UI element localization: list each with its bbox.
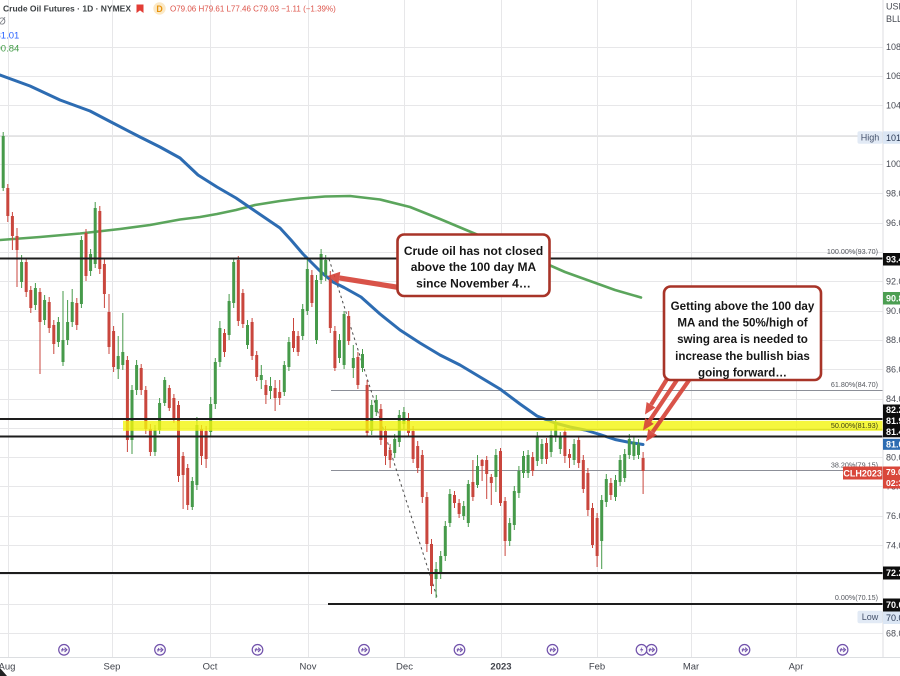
svg-text:106.00: 106.00 xyxy=(886,71,900,81)
svg-text:High: High xyxy=(861,133,880,143)
svg-text:86.00: 86.00 xyxy=(886,364,900,374)
svg-text:74.00: 74.00 xyxy=(886,540,900,550)
svg-text:68.00: 68.00 xyxy=(886,628,900,638)
svg-text:BLL: BLL xyxy=(886,14,900,24)
svg-text:90.00: 90.00 xyxy=(886,306,900,316)
svg-text:USD: USD xyxy=(886,2,900,12)
svg-text:Getting above the 100 day: Getting above the 100 day xyxy=(671,300,815,313)
svg-text:MA and the 50%/high of: MA and the 50%/high of xyxy=(677,317,807,330)
svg-text:CLH2023: CLH2023 xyxy=(843,468,882,478)
svg-text:D: D xyxy=(156,4,162,14)
svg-text:02:35: 02:35 xyxy=(886,478,900,488)
svg-text:50.00%(81.93): 50.00%(81.93) xyxy=(831,421,878,430)
svg-text:96.00: 96.00 xyxy=(886,218,900,228)
svg-text:88.00: 88.00 xyxy=(886,335,900,345)
svg-text:38.20%(79.15): 38.20%(79.15) xyxy=(831,461,878,470)
svg-text:swing area is needed to: swing area is needed to xyxy=(677,333,808,346)
svg-text:90.84: 90.84 xyxy=(0,44,19,55)
svg-text:since November 4…: since November 4… xyxy=(416,276,531,290)
svg-text:92.00: 92.00 xyxy=(886,277,900,287)
svg-text:Crude Oil Futures · 1D · NYMEX: Crude Oil Futures · 1D · NYMEX xyxy=(3,4,131,14)
svg-text:72.24: 72.24 xyxy=(886,568,900,578)
svg-text:82.24: 82.24 xyxy=(886,405,900,415)
svg-text:Low: Low xyxy=(862,612,879,622)
svg-text:81.01: 81.01 xyxy=(886,439,900,449)
svg-text:81.01: 81.01 xyxy=(0,31,19,42)
svg-text:Feb: Feb xyxy=(589,662,605,673)
svg-text:81.43: 81.43 xyxy=(886,427,900,437)
svg-text:Sep: Sep xyxy=(104,662,121,673)
svg-text:Mar: Mar xyxy=(683,662,699,673)
svg-text:104.00: 104.00 xyxy=(886,101,900,111)
svg-text:101.88: 101.88 xyxy=(886,133,900,143)
svg-text:100.00: 100.00 xyxy=(886,159,900,169)
svg-text:2023: 2023 xyxy=(490,662,511,673)
svg-text:0.00%(70.15): 0.00%(70.15) xyxy=(835,593,878,602)
svg-text:Crude oil has not closed: Crude oil has not closed xyxy=(404,244,543,258)
svg-text:61.80%(84.70): 61.80%(84.70) xyxy=(831,380,878,389)
svg-text:98.00: 98.00 xyxy=(886,189,900,199)
svg-text:Aug: Aug xyxy=(0,662,15,673)
svg-text:Apr: Apr xyxy=(789,662,804,673)
svg-text:Ø: Ø xyxy=(0,17,6,28)
svg-text:Dec: Dec xyxy=(396,662,413,673)
svg-text:70.08: 70.08 xyxy=(886,600,900,610)
svg-text:70.08: 70.08 xyxy=(886,613,900,623)
svg-text:93.47: 93.47 xyxy=(886,254,900,264)
svg-text:O79.06 H79.61 L77.46 C79.03 −1: O79.06 H79.61 L77.46 C79.03 −1.11 (−1.39… xyxy=(170,4,336,13)
svg-text:79.03: 79.03 xyxy=(886,467,900,477)
svg-text:100.00%(93.70): 100.00%(93.70) xyxy=(827,247,878,256)
svg-text:above the 100 day MA: above the 100 day MA xyxy=(411,260,537,274)
svg-text:Nov: Nov xyxy=(300,662,317,673)
svg-text:increase the bullish bias: increase the bullish bias xyxy=(675,350,810,363)
svg-text:81.93: 81.93 xyxy=(886,416,900,426)
svg-text:108.00: 108.00 xyxy=(886,42,900,52)
svg-text:Oct: Oct xyxy=(203,662,218,673)
svg-text:80.00: 80.00 xyxy=(886,452,900,462)
svg-text:84.00: 84.00 xyxy=(886,394,900,404)
svg-text:90.84: 90.84 xyxy=(886,293,900,303)
svg-text:going forward…: going forward… xyxy=(698,366,787,379)
svg-text:76.00: 76.00 xyxy=(886,511,900,521)
